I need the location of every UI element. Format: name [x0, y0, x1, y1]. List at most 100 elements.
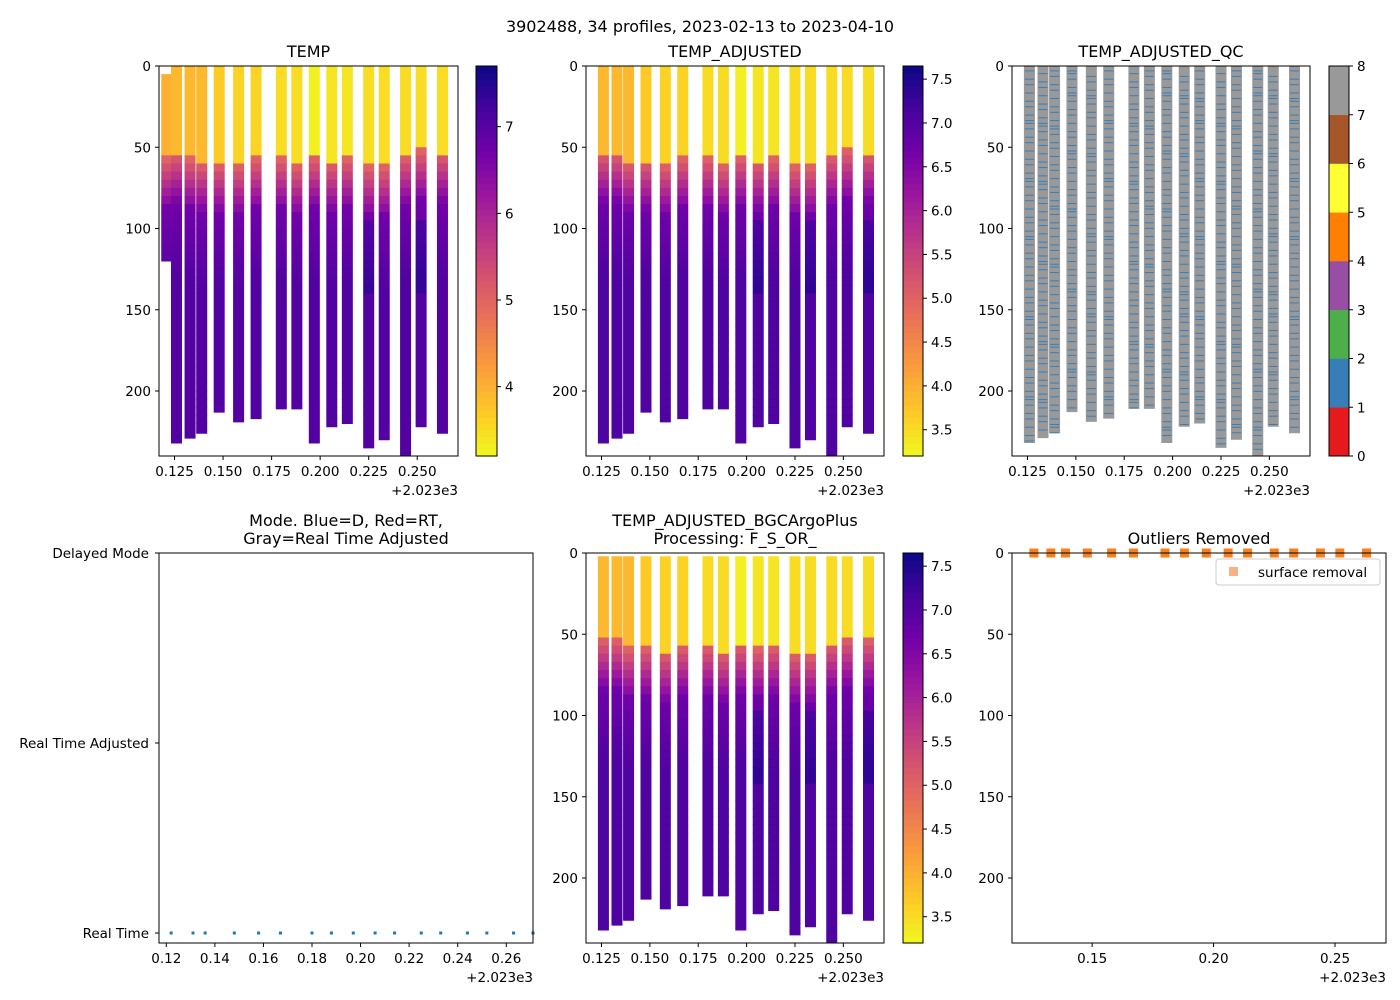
profile-cell [611, 82, 623, 91]
profile-cell [250, 147, 262, 156]
profile-cell [841, 212, 853, 221]
axes-frame [585, 65, 885, 457]
profile-cell [341, 391, 353, 400]
profile-cell [233, 366, 245, 376]
profile-cell [768, 718, 780, 728]
profile-cell [768, 808, 780, 817]
profile-cell [213, 277, 225, 286]
profile-cell [308, 366, 320, 376]
profile-cell [597, 881, 609, 890]
profile-cell [752, 718, 764, 728]
profile-cell [291, 269, 303, 278]
profile-cell [789, 269, 801, 278]
colorbar-segment [903, 631, 923, 639]
profile-cell [623, 588, 635, 598]
profile-cell [677, 415, 689, 420]
profile-cell [597, 163, 609, 173]
profile-cell [184, 277, 196, 286]
qc-profile [1215, 66, 1227, 448]
profile-cell [436, 423, 448, 433]
profile-cell [735, 645, 747, 655]
profile-cell [677, 391, 689, 400]
profile-cell [400, 131, 412, 140]
profile-cell [196, 407, 208, 416]
profile-cell [659, 645, 671, 655]
profile-cell [863, 824, 875, 833]
profile-cell [623, 74, 635, 83]
profile-cell [677, 596, 689, 606]
profile-cell [170, 187, 182, 197]
profile-cell [275, 326, 287, 335]
profile-cell [597, 342, 609, 351]
profile-cell [363, 147, 375, 156]
profile-cell [341, 196, 353, 205]
profile-cell [752, 131, 764, 140]
profile-cell [735, 90, 747, 99]
profile-cell [841, 621, 853, 630]
profile-cell [213, 220, 225, 229]
profile-cell [291, 374, 303, 384]
profile-cell [752, 269, 764, 278]
profile-cell [623, 391, 635, 400]
profile-cell [735, 382, 747, 392]
profile-cell [275, 285, 287, 294]
profile-cell [611, 301, 623, 311]
colorbar-segment [903, 92, 923, 100]
profile-cell [768, 881, 780, 890]
profile-cell [597, 82, 609, 91]
profile-cell [196, 244, 208, 254]
profile-cell [400, 447, 412, 457]
profile-cell [702, 139, 714, 148]
profile-cell [804, 897, 816, 907]
profile-cell [804, 889, 816, 898]
profile-cell [735, 694, 747, 703]
profile-cell [768, 735, 780, 744]
profile-cell [804, 196, 816, 205]
profile-cell [291, 358, 303, 368]
profile-cell [826, 881, 838, 890]
profile-cell [640, 163, 652, 173]
profile-cell [702, 783, 714, 793]
profile-cell [341, 301, 353, 311]
profile-cell [308, 309, 320, 319]
profile-cell [326, 301, 338, 311]
profile-cell [863, 358, 875, 368]
profile-cell [659, 171, 671, 181]
profile-cell [611, 726, 623, 736]
profile-cell [363, 122, 375, 132]
profile-cell [341, 122, 353, 132]
profile-cell [789, 244, 801, 254]
profile-cell [752, 897, 764, 907]
profile-cell [789, 366, 801, 376]
profile-cell [308, 391, 320, 400]
profile-cell [308, 179, 320, 189]
profile-cell [677, 775, 689, 785]
profile-cell [275, 204, 287, 213]
profile-cell [623, 98, 635, 108]
profile-cell [623, 783, 635, 793]
profile-cell [378, 301, 390, 311]
profile-cell [213, 204, 225, 213]
profile-cell [640, 881, 652, 890]
profile-cell [735, 856, 747, 866]
profile-cell [702, 301, 714, 311]
profile-cell [841, 293, 853, 303]
profile-cell [170, 236, 182, 246]
legend-label: surface removal [1258, 565, 1367, 581]
colorbar-segment [903, 559, 923, 567]
profile-cell [196, 90, 208, 99]
profile-cell [659, 391, 671, 400]
x-offset-label: +2.023e3 [817, 483, 884, 499]
y-tick-label: 150 [552, 303, 578, 319]
colorbar-tick-label: 4.5 [931, 335, 952, 351]
profile-cell [752, 580, 764, 590]
profile-cell [804, 621, 816, 630]
profile-cell [341, 220, 353, 229]
profile-cell [717, 889, 729, 897]
profile-cell [752, 163, 764, 173]
profile-cell [752, 350, 764, 359]
profile-cell [611, 840, 623, 850]
profile-cell [363, 114, 375, 124]
profile-cell [789, 840, 801, 850]
profile-cell [826, 710, 838, 720]
